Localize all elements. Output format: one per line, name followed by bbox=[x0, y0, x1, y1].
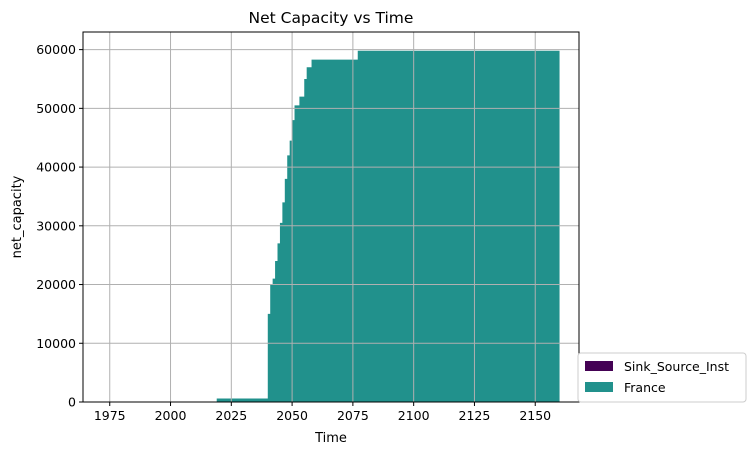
y-axis-label: net_capacity bbox=[10, 175, 25, 258]
legend-box bbox=[577, 352, 747, 403]
series-area-france bbox=[85, 50, 560, 403]
series-layer bbox=[85, 50, 560, 403]
x-axis-label: Time bbox=[314, 431, 347, 446]
x-ticks: 1975 2000 2025 2050 2075 2100 2125 2150 bbox=[94, 402, 551, 423]
legend-swatch-france bbox=[585, 382, 613, 392]
legend: Sink_Source_Inst France bbox=[577, 352, 747, 403]
x-tick-label: 2050 bbox=[276, 408, 308, 423]
y-tick-label: 20000 bbox=[36, 277, 76, 292]
y-tick-label: 10000 bbox=[36, 336, 76, 351]
y-tick-label: 30000 bbox=[36, 218, 76, 233]
x-tick-label: 2125 bbox=[459, 408, 491, 423]
y-tick-label: 60000 bbox=[36, 42, 76, 57]
y-tick-label: 50000 bbox=[36, 101, 76, 116]
y-tick-label: 40000 bbox=[36, 160, 76, 175]
x-tick-label: 2150 bbox=[519, 408, 551, 423]
x-tick-label: 2100 bbox=[398, 408, 430, 423]
y-tick-label: 0 bbox=[68, 395, 76, 410]
plot-frame bbox=[82, 31, 580, 403]
legend-label-sink-source-inst: Sink_Source_Inst bbox=[624, 359, 729, 374]
x-tick-label: 2000 bbox=[155, 408, 187, 423]
chart-title: Net Capacity vs Time bbox=[249, 9, 414, 27]
x-tick-label: 1975 bbox=[94, 408, 126, 423]
x-tick-label: 2075 bbox=[337, 408, 369, 423]
legend-label-france: France bbox=[624, 380, 666, 395]
legend-swatch-sink-source-inst bbox=[585, 361, 613, 371]
x-tick-label: 2025 bbox=[215, 408, 247, 423]
y-ticks: 0 10000 20000 30000 40000 50000 60000 bbox=[36, 42, 83, 410]
